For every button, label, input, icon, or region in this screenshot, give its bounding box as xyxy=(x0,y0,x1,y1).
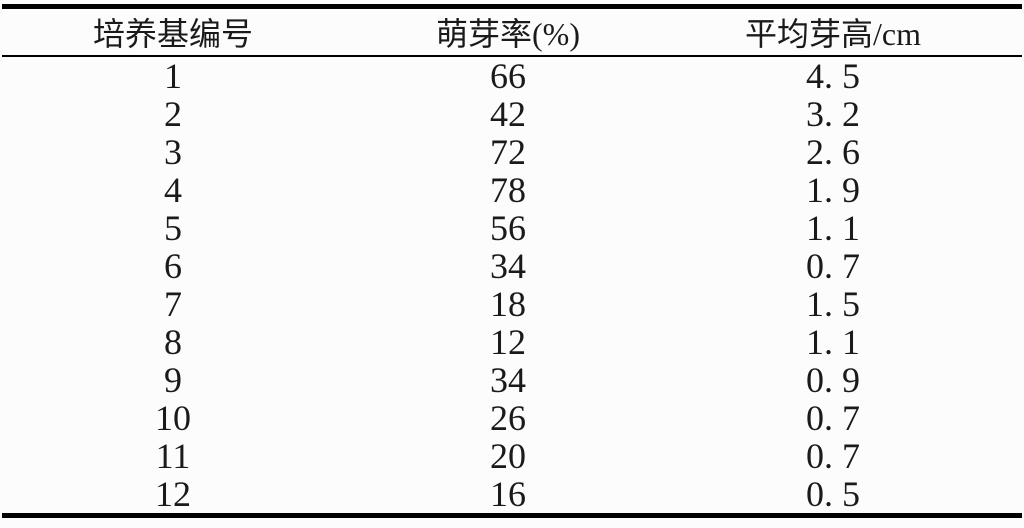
cell-avg-bud-height: 3. 2 xyxy=(806,94,860,134)
cell-avg-bud-height: 0. 7 xyxy=(806,246,860,286)
cell-medium-id: 12 xyxy=(155,474,191,514)
table-row: 2 42 3. 2 xyxy=(2,95,1022,133)
cell-avg-bud-height: 4. 5 xyxy=(806,56,860,96)
cell-germination-rate: 18 xyxy=(490,284,526,324)
header-row: 培养基编号 萌芽率(%) 平均芽高/cm xyxy=(2,6,1022,57)
cell-medium-id: 2 xyxy=(164,94,182,134)
cell-medium-id: 9 xyxy=(164,360,182,400)
cell-medium-id: 3 xyxy=(164,132,182,172)
cell-germination-rate: 12 xyxy=(490,322,526,362)
table-row: 6 34 0. 7 xyxy=(2,247,1022,285)
table-row: 3 72 2. 6 xyxy=(2,133,1022,171)
cell-germination-rate: 16 xyxy=(490,474,526,514)
cell-avg-bud-height: 0. 9 xyxy=(806,360,860,400)
col-header-medium-id: 培养基编号 xyxy=(2,6,344,57)
col-header-avg-bud-height: 平均芽高/cm xyxy=(672,6,1022,57)
table-row: 8 12 1. 1 xyxy=(2,323,1022,361)
culture-medium-germination-table: 培养基编号 萌芽率(%) 平均芽高/cm 1 66 4. 5 2 42 3. 2… xyxy=(2,4,1022,518)
cell-avg-bud-height: 1. 5 xyxy=(806,284,860,324)
table-row: 9 34 0. 9 xyxy=(2,361,1022,399)
col-header-germination-rate: 萌芽率(%) xyxy=(344,6,672,57)
cell-germination-rate: 34 xyxy=(490,246,526,286)
cell-avg-bud-height: 1. 1 xyxy=(806,208,860,248)
cell-germination-rate: 72 xyxy=(490,132,526,172)
cell-medium-id: 5 xyxy=(164,208,182,248)
cell-germination-rate: 42 xyxy=(490,94,526,134)
cell-germination-rate: 34 xyxy=(490,360,526,400)
cell-germination-rate: 20 xyxy=(490,436,526,476)
cell-avg-bud-height: 1. 1 xyxy=(806,322,860,362)
cell-avg-bud-height: 0. 5 xyxy=(806,474,860,514)
table-row: 11 20 0. 7 xyxy=(2,437,1022,475)
cell-medium-id: 4 xyxy=(164,170,182,210)
cell-germination-rate: 78 xyxy=(490,170,526,210)
cell-germination-rate: 56 xyxy=(490,208,526,248)
table-row: 10 26 0. 7 xyxy=(2,399,1022,437)
cell-medium-id: 6 xyxy=(164,246,182,286)
table-row: 5 56 1. 1 xyxy=(2,209,1022,247)
cell-medium-id: 1 xyxy=(164,56,182,96)
cell-avg-bud-height: 0. 7 xyxy=(806,398,860,438)
table-row: 7 18 1. 5 xyxy=(2,285,1022,323)
cell-medium-id: 7 xyxy=(164,284,182,324)
table-row: 12 16 0. 5 xyxy=(2,475,1022,516)
cell-medium-id: 8 xyxy=(164,322,182,362)
cell-medium-id: 11 xyxy=(155,436,191,476)
cell-avg-bud-height: 0. 7 xyxy=(806,436,860,476)
cell-avg-bud-height: 1. 9 xyxy=(806,170,860,210)
cell-germination-rate: 66 xyxy=(490,56,526,96)
cell-germination-rate: 26 xyxy=(490,398,526,438)
cell-medium-id: 10 xyxy=(155,398,191,438)
cell-avg-bud-height: 2. 6 xyxy=(806,132,860,172)
table-row: 4 78 1. 9 xyxy=(2,171,1022,209)
table-row: 1 66 4. 5 xyxy=(2,56,1022,95)
